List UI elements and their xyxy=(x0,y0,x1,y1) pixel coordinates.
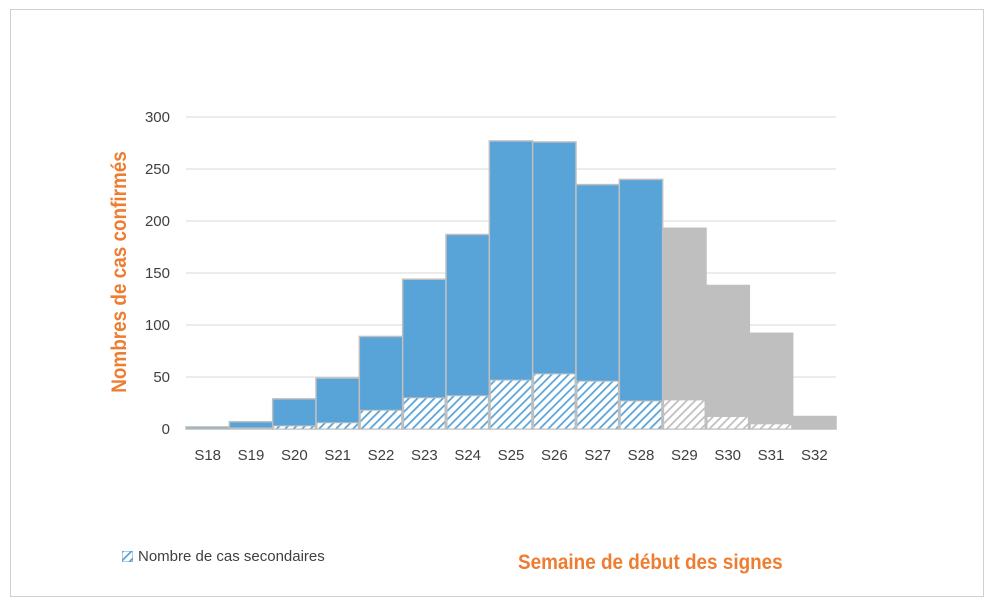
bar-secondary xyxy=(489,379,533,430)
x-tick-labels: S18 S19 S20 S21 S22 S23 S24 S25 S26 S27 S28 S29 S30 S… xyxy=(194,447,827,464)
x-tick-label: S23 xyxy=(411,447,438,464)
y-tick-label: 300 xyxy=(145,109,170,126)
bar-total xyxy=(185,426,231,430)
x-tick-label: S30 xyxy=(714,447,741,464)
bar-total xyxy=(705,284,751,430)
bar-total xyxy=(315,377,361,430)
bars xyxy=(185,140,837,430)
legend-hatch-swatch xyxy=(122,551,133,562)
y-tick-label: 250 xyxy=(145,161,170,178)
x-axis-title: Semaine de début des signes xyxy=(518,551,783,574)
y-tick-label: 150 xyxy=(145,265,170,282)
x-tick-label: S32 xyxy=(801,447,828,464)
bar-secondary xyxy=(663,399,706,430)
y-tick-label: 200 xyxy=(145,213,170,230)
bar-total xyxy=(661,227,707,430)
y-tick-labels: 0 50 100 150 200 250 300 xyxy=(145,109,170,438)
x-tick-label: S29 xyxy=(671,447,698,464)
bar-secondary xyxy=(533,373,576,430)
bar-secondary xyxy=(316,422,359,430)
x-tick-label: S26 xyxy=(541,447,568,464)
x-tick-label: S22 xyxy=(368,447,395,464)
bar-secondary xyxy=(706,416,749,430)
bar-secondary xyxy=(576,380,619,430)
bar-secondary xyxy=(749,423,793,430)
bar-secondary xyxy=(619,400,663,430)
bar-secondary xyxy=(403,397,446,430)
bar-secondary xyxy=(229,427,273,430)
x-tick-label: S24 xyxy=(454,447,481,464)
bar-secondary xyxy=(273,425,316,430)
legend-label: Nombre de cas secondaires xyxy=(138,548,325,565)
legend: Nombre de cas secondaires xyxy=(122,548,325,565)
x-tick-label: S19 xyxy=(238,447,265,464)
bar-total xyxy=(271,398,317,430)
bar-secondary xyxy=(359,409,403,430)
bar-total xyxy=(618,178,664,430)
x-tick-label: S28 xyxy=(628,447,655,464)
y-axis-title-text: Nombres de cas confirmés xyxy=(108,151,131,393)
bar-secondary xyxy=(446,395,489,430)
y-tick-label: 0 xyxy=(162,421,170,438)
x-tick-label: S27 xyxy=(584,447,611,464)
y-tick-label: 50 xyxy=(153,369,170,386)
bar-total xyxy=(791,415,837,430)
x-tick-label: S18 xyxy=(194,447,221,464)
x-tick-label: S31 xyxy=(758,447,785,464)
y-tick-label: 100 xyxy=(145,317,170,334)
x-tick-label: S25 xyxy=(498,447,525,464)
bar-total xyxy=(748,332,794,430)
x-tick-label: S20 xyxy=(281,447,308,464)
x-tick-label: S21 xyxy=(324,447,351,464)
